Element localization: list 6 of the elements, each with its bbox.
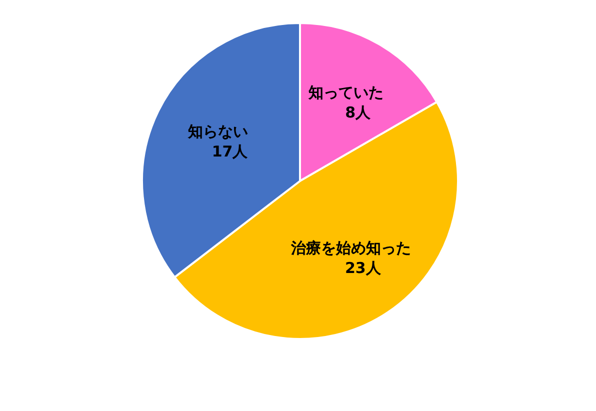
data-label: 23人 (344, 259, 382, 278)
data-label: 8人 (345, 104, 372, 122)
data-label: 17人 (212, 142, 249, 160)
slice-label: 知らない (186, 122, 248, 140)
slice-label: 知っていた (307, 84, 384, 102)
slice-label: 治療を始め知った (290, 239, 411, 258)
